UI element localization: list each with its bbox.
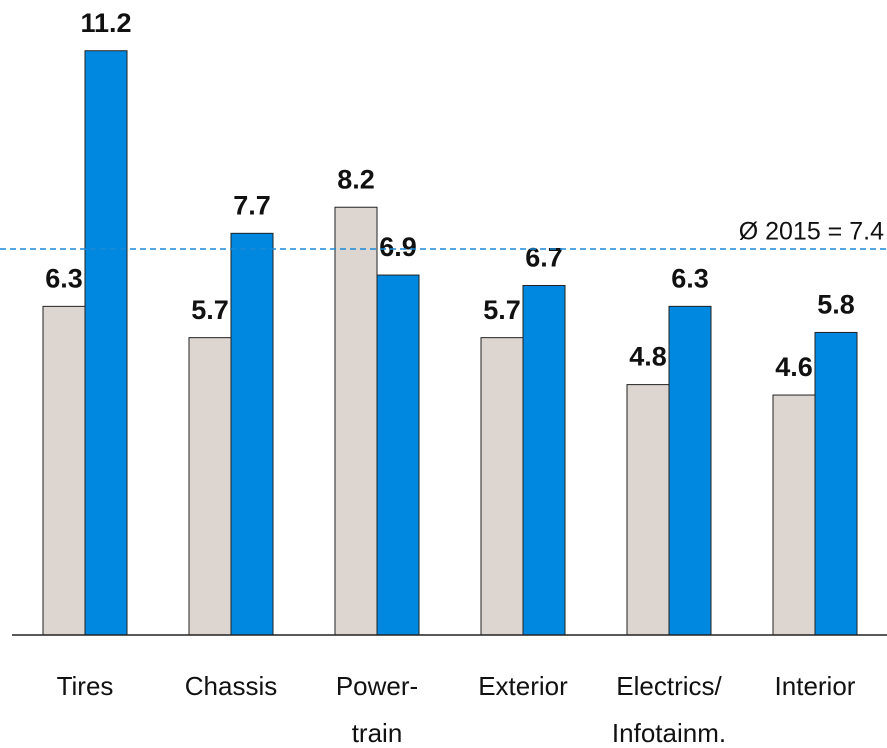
x-tick-line: Exterior <box>478 671 568 701</box>
bar <box>334 206 378 636</box>
x-tick-line: Chassis <box>185 671 277 701</box>
bar <box>522 284 566 636</box>
x-tick-line: Infotainm. <box>612 718 726 748</box>
bar <box>84 50 128 636</box>
bar <box>626 384 670 636</box>
bar <box>668 305 712 636</box>
value-label: 7.7 <box>233 190 271 220</box>
value-label: 6.9 <box>379 232 417 262</box>
value-label: 6.7 <box>525 243 563 273</box>
x-tick-line: Electrics/ <box>616 671 722 701</box>
x-tick-label: Exterior <box>478 671 568 701</box>
bar <box>230 232 274 636</box>
bar <box>42 305 86 636</box>
value-label: 6.3 <box>671 263 709 293</box>
bar <box>480 337 524 636</box>
x-tick-label: Electrics/Infotainm. <box>612 671 726 748</box>
x-tick-line: Interior <box>775 671 856 701</box>
x-tick-line: train <box>352 718 403 748</box>
value-label: 5.7 <box>483 295 521 325</box>
value-label: 4.6 <box>775 352 813 382</box>
bar <box>376 274 420 636</box>
value-label: 8.2 <box>337 164 375 194</box>
x-tick-label: Chassis <box>185 671 277 701</box>
x-tick-line: Power- <box>336 671 418 701</box>
bar <box>814 331 858 636</box>
x-tick-label: Power-train <box>336 671 418 748</box>
value-label: 5.7 <box>191 295 229 325</box>
value-label: 5.8 <box>817 290 855 320</box>
bar <box>188 337 232 636</box>
value-label: 6.3 <box>45 263 83 293</box>
x-tick-line: Tires <box>57 671 114 701</box>
reference-label: Ø 2015 = 7.4 <box>739 218 884 246</box>
x-tick-label: Interior <box>775 671 856 701</box>
value-label: 4.8 <box>629 342 667 372</box>
value-label: 11.2 <box>80 8 131 38</box>
bar <box>772 394 816 636</box>
x-tick-label: Tires <box>57 671 114 701</box>
